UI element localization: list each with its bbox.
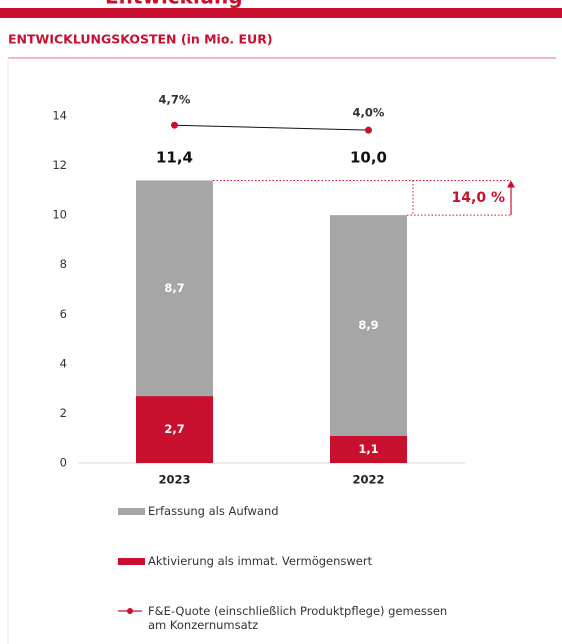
data-label: 1,1	[358, 442, 378, 456]
total-label: 10,0	[350, 149, 387, 167]
y-tick-label: 4	[60, 356, 67, 370]
data-label: 2,7	[164, 422, 184, 436]
line-point	[365, 126, 372, 134]
diff-arrowhead	[507, 180, 515, 188]
line-point	[171, 121, 178, 129]
line-label: 4,0%	[353, 106, 385, 120]
y-tick-label: 12	[52, 158, 67, 172]
bar-segment	[136, 396, 213, 463]
page-title: Entwicklung	[105, 0, 243, 9]
y-tick-label: 8	[60, 257, 67, 271]
legend-entry: Aktivierung als immat. Vermögenswert	[118, 554, 372, 568]
x-tick-label: 2023	[158, 473, 190, 487]
header-band	[0, 8, 562, 18]
legend-label: Erfassung als Aufwand	[148, 504, 279, 518]
y-tick-label: 10	[52, 208, 67, 222]
total-label: 11,4	[156, 149, 193, 167]
bar-segment	[330, 435, 407, 463]
data-label: 8,9	[358, 318, 378, 332]
bar-segment	[136, 180, 213, 397]
y-tick-label: 0	[60, 456, 67, 470]
data-label: 8,7	[164, 281, 184, 295]
legend-swatch	[118, 558, 145, 565]
chart-title: ENTWICKLUNGSKOSTEN (in Mio. EUR)	[8, 32, 273, 47]
line-label: 4,7%	[159, 93, 191, 107]
legend-entry: Erfassung als Aufwand	[118, 504, 279, 518]
bar-segment	[330, 215, 407, 436]
legend-label: F&E-Quote (einschließlich Produktpflege)…	[148, 604, 448, 632]
line-series	[174, 124, 369, 131]
y-tick-label: 14	[52, 109, 67, 123]
x-tick-label: 2022	[352, 473, 384, 487]
y-tick-label: 6	[60, 307, 67, 321]
legend-entry: F&E-Quote (einschließlich Produktpflege)…	[118, 604, 468, 632]
legend-swatch	[118, 508, 145, 515]
diff-label: 14,0 %	[452, 190, 505, 206]
legend-label: Aktivierung als immat. Vermögenswert	[148, 554, 373, 568]
y-tick-label: 2	[60, 406, 67, 420]
legend-swatch	[118, 608, 142, 614]
